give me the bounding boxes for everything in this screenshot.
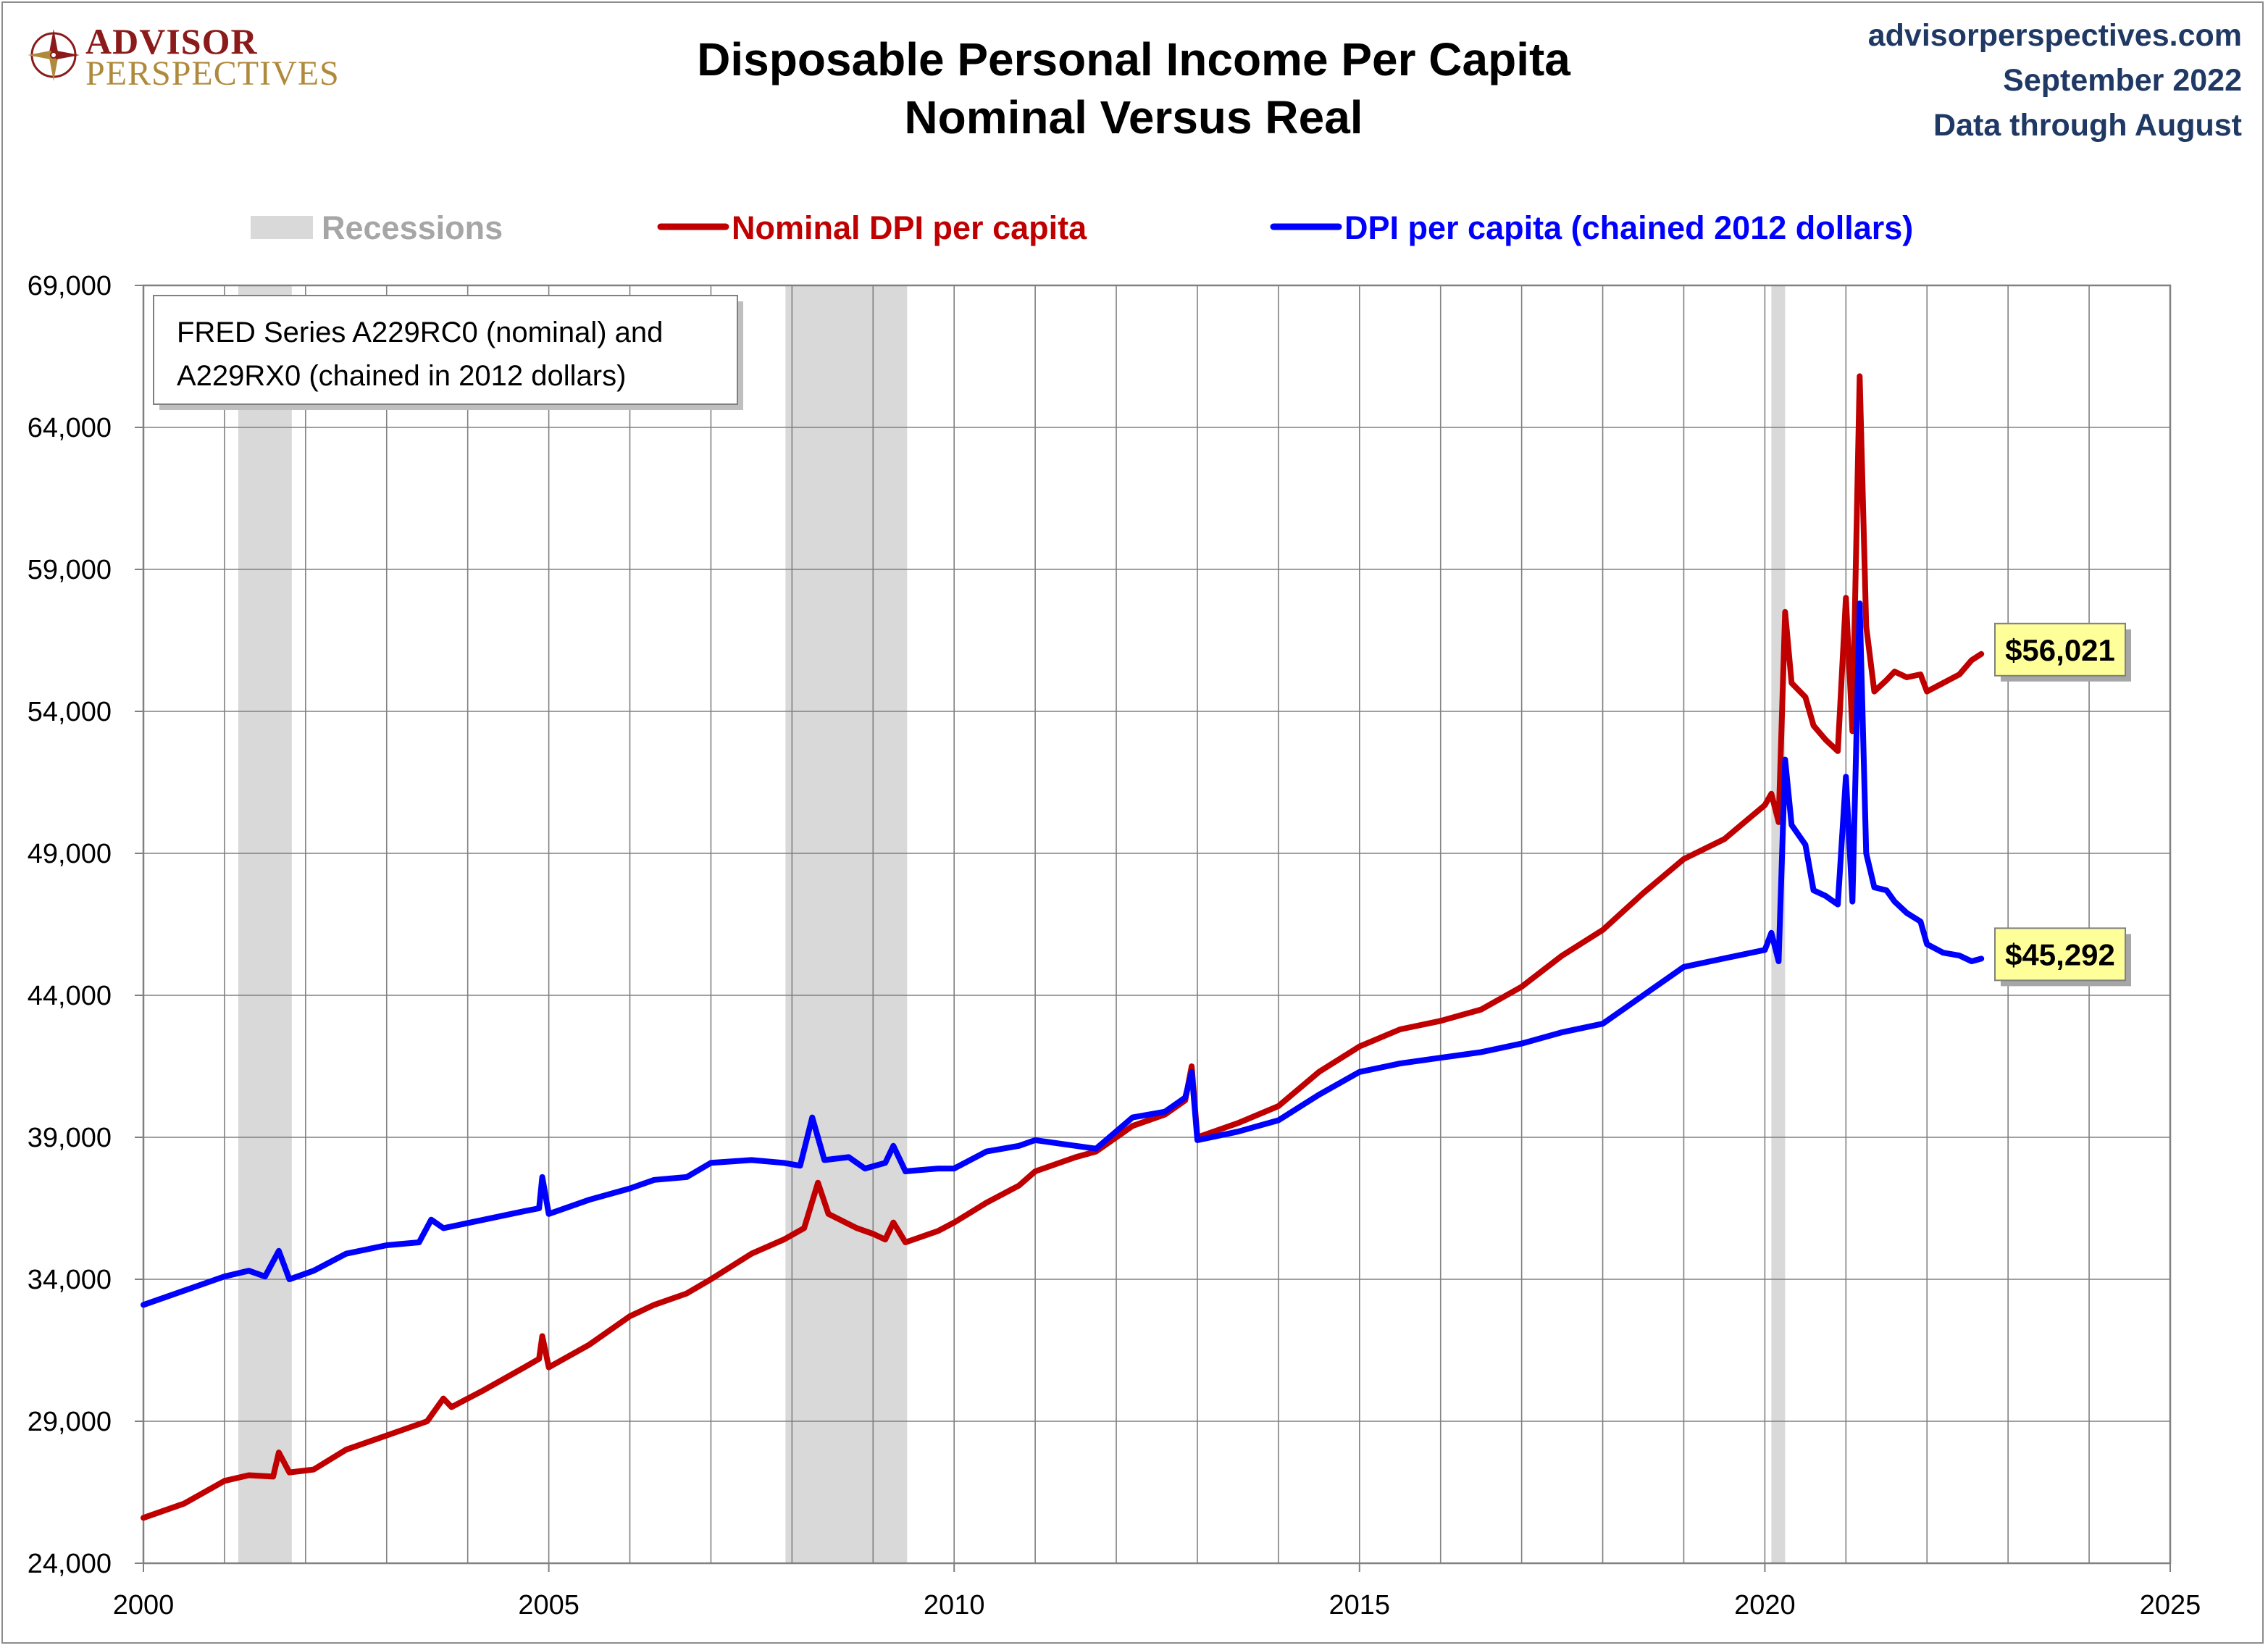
grid-lines [143, 285, 2170, 1563]
fred-series-note: FRED Series A229RC0 (nominal) and A229RX… [153, 295, 743, 410]
advisor-perspectives-logo: ADVISOR PERSPECTIVES [26, 20, 345, 93]
source-info: advisorperspectives.com September 2022 D… [1868, 13, 2242, 148]
legend: Recessions Nominal DPI per capita DPI pe… [251, 209, 1913, 246]
legend-label-real: DPI per capita (chained 2012 dollars) [1344, 209, 1913, 246]
legend-label-nominal: Nominal DPI per capita [732, 209, 1087, 246]
recession-band-2 [785, 285, 908, 1563]
y-tick-label: 29,000 [28, 1407, 112, 1437]
y-tick-label: 39,000 [28, 1123, 112, 1153]
note-line-1: FRED Series A229RC0 (nominal) and [177, 317, 663, 348]
legend-swatch-recessions [251, 216, 313, 239]
x-tick-label: 2015 [1329, 1590, 1391, 1620]
publish-date: September 2022 [2003, 63, 2242, 98]
plot-area-border [142, 284, 2172, 1565]
y-tick-label: 44,000 [28, 981, 112, 1011]
recession-bands [238, 285, 1786, 1563]
end-label-value: $45,292 [2005, 937, 2115, 971]
y-tick-label: 49,000 [28, 839, 112, 869]
legend-label-recessions: Recessions [322, 209, 503, 246]
series-line-nominal [141, 373, 1985, 1521]
end-value-labels: $56,021 $45,292 [1994, 622, 2131, 987]
end-label-nominal: $56,021 [1994, 622, 2131, 682]
recession-band-1 [238, 285, 292, 1563]
end-label-value: $56,021 [2005, 633, 2115, 667]
y-tick-label: 64,000 [28, 413, 112, 443]
source-site: advisorperspectives.com [1867, 18, 2242, 53]
x-axis-tick-labels: 2000 2005 2010 2015 2020 2025 [113, 1563, 2201, 1620]
end-label-box [1994, 622, 2126, 677]
end-label-box [1994, 927, 2126, 982]
y-tick-label: 34,000 [28, 1265, 112, 1295]
chart-title-line-2: Nominal Versus Real [904, 91, 1363, 143]
note-line-2: A229RX0 (chained in 2012 dollars) [177, 360, 626, 392]
y-tick-label: 59,000 [28, 555, 112, 585]
logo-text-perspectives: PERSPECTIVES [85, 54, 340, 93]
note-box [153, 295, 738, 405]
y-axis-tick-labels: 24,000 29,000 34,000 39,000 44,000 49,000 54,0… [28, 271, 143, 1579]
y-tick-label: 54,000 [28, 697, 112, 727]
series-lines [141, 373, 1985, 1521]
x-tick-label: 2020 [1734, 1590, 1796, 1620]
chart-title: Disposable Personal Income Per Capita No… [471, 30, 1796, 146]
data-through-note: Data through August [1933, 108, 2242, 143]
x-tick-label: 2010 [924, 1590, 985, 1620]
x-tick-label: 2005 [518, 1590, 579, 1620]
y-tick-label: 69,000 [28, 271, 112, 301]
compass-rose-icon [28, 29, 80, 81]
series-line-real [141, 601, 1985, 1308]
y-tick-label: 24,000 [28, 1549, 112, 1579]
chart-title-line-1: Disposable Personal Income Per Capita [697, 33, 1570, 85]
x-tick-label: 2000 [113, 1590, 175, 1620]
end-label-real: $45,292 [1994, 927, 2131, 987]
logo-text-advisor: ADVISOR [85, 21, 258, 62]
x-tick-label: 2025 [2140, 1590, 2201, 1620]
